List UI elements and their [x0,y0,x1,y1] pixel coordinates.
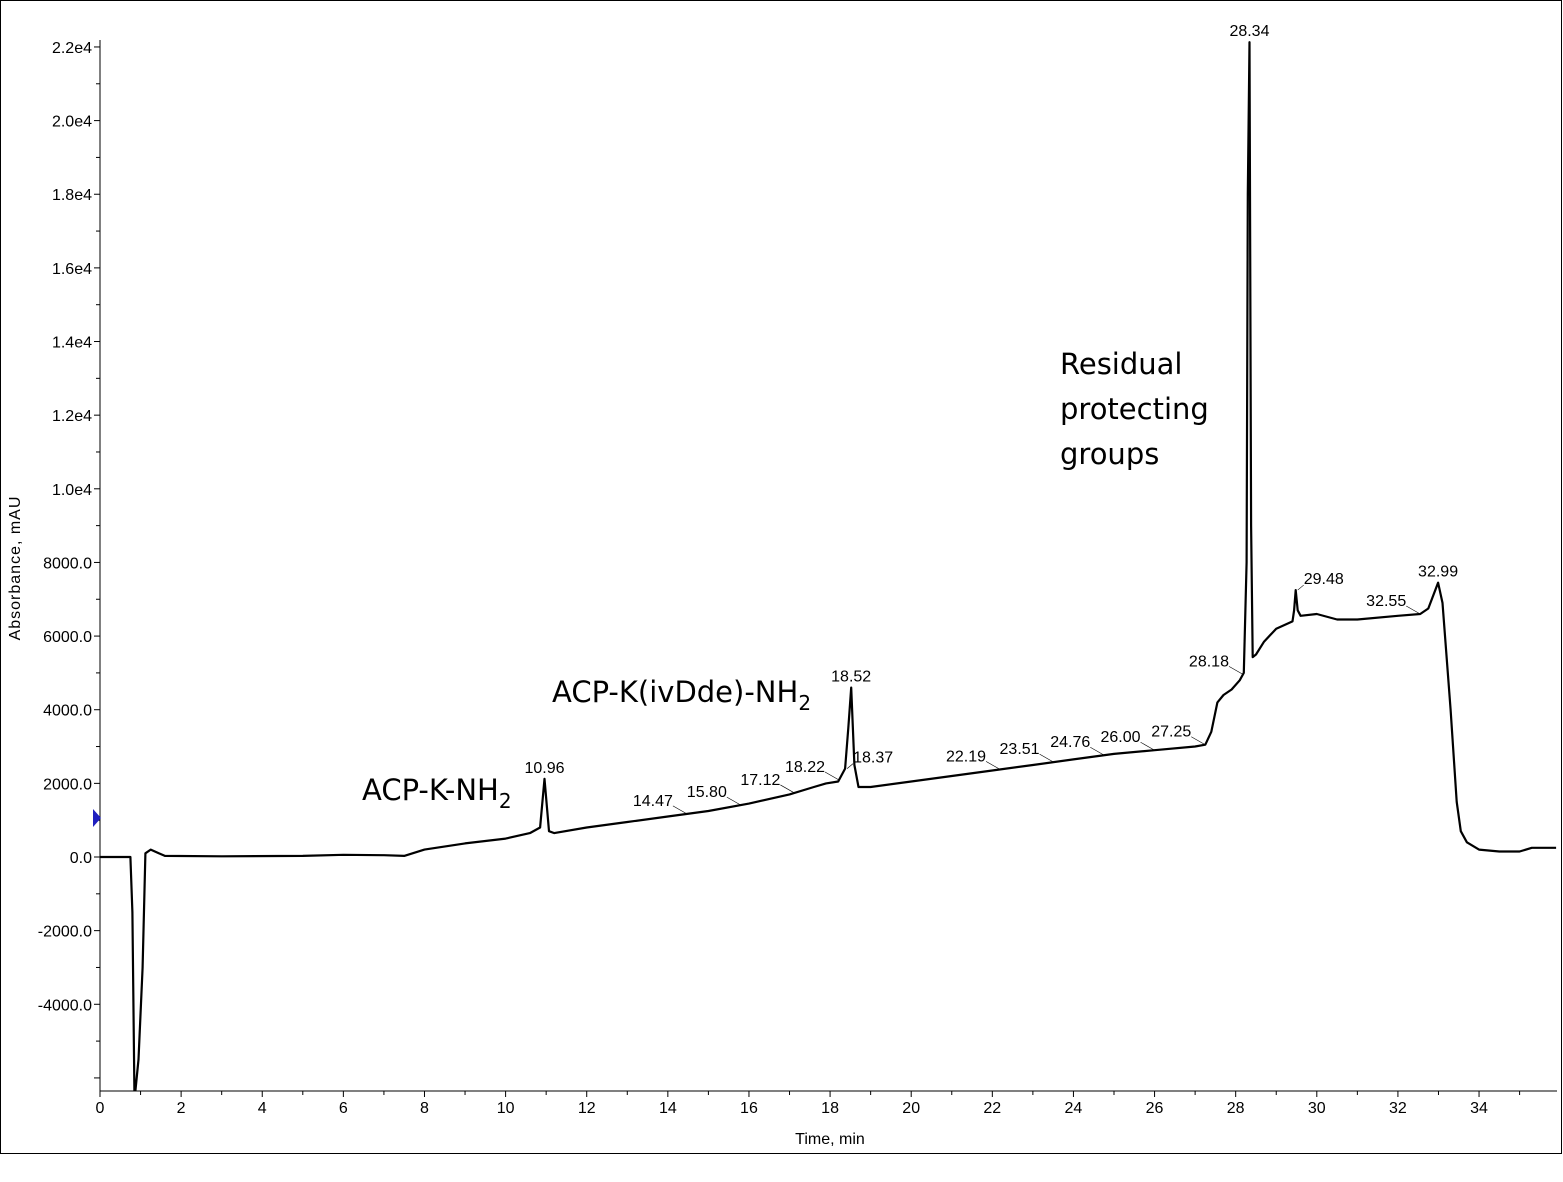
peak-label-leader [824,771,840,781]
peak-label-leader [846,763,854,769]
peak-label: 18.37 [853,750,893,767]
peak-label: 32.55 [1366,593,1406,610]
annotation-acp-k-nh2: ACP-K-NH2 [362,773,512,813]
peak-label-leader [1090,746,1105,756]
x-tick-label: 16 [740,1100,758,1117]
frame-border [0,0,1562,1154]
peak-label-leader [1191,736,1206,745]
y-tick-label: 1.4e4 [52,335,92,352]
y-tick-label: 4000.0 [43,703,92,720]
y-tick-label: 1.6e4 [52,261,92,278]
peak-label-leader [1140,741,1155,751]
peak-label: 15.80 [687,784,727,801]
axes: -4000.0 -2000.0 0.0 2000.0 4000.0 6000.0 8000.… [38,40,1557,1117]
x-tick-label: 32 [1389,1100,1407,1117]
peak-label: 22.19 [946,748,986,765]
y-tick-label: 2000.0 [43,776,92,793]
peak-label: 26.00 [1101,729,1141,746]
x-tick-label: 10 [497,1100,515,1117]
x-tick-label: 26 [1146,1100,1164,1117]
y-tick-label: 0.0 [70,850,92,867]
peak-label: 18.52 [831,669,871,686]
annotation-residual-protecting-groups: Residual protecting groups [1060,347,1218,471]
peak-label: 10.96 [525,760,565,777]
peak-label: 28.18 [1189,653,1229,670]
peak-label: 29.48 [1304,571,1344,588]
y-tick-label: 6000.0 [43,629,92,646]
y-tick-label: 2.2e4 [52,40,92,57]
x-axis-title: Time, min [795,1131,865,1148]
peak-label: 23.51 [1000,741,1040,758]
peak-label-leader [985,761,1001,770]
peak-label-leader [780,784,795,794]
x-tick-label: 4 [258,1100,267,1117]
peak-label: 32.99 [1418,564,1458,581]
peak-label: 17.12 [740,772,780,789]
x-tick-label: 28 [1227,1100,1245,1117]
x-tick-label: 20 [902,1100,920,1117]
x-tick-label: 6 [339,1100,348,1117]
baseline-marker-icon [93,809,101,827]
peak-label: 18.22 [785,759,825,776]
x-tick-label: 8 [420,1100,429,1117]
y-tick-label: 8000.0 [43,555,92,572]
x-tick-label: 18 [821,1100,839,1117]
peak-label-leader [726,796,741,806]
y-tick-label: 1.0e4 [52,482,92,499]
annotation-acp-k-ivdde-nh2: ACP-K(ivDde)-NH2 [552,675,811,715]
y-tick-label: 1.2e4 [52,408,92,425]
y-tick-label: 2.0e4 [52,114,92,131]
peak-label-leader [1297,584,1304,591]
chromatogram-trace [100,41,1557,1091]
x-tick-label: 0 [96,1100,105,1117]
x-tick-label: 30 [1308,1100,1326,1117]
y-tick-label: -2000.0 [38,924,92,941]
y-axis-title: Absorbance, mAU [7,496,24,641]
y-tick-label: -4000.0 [38,997,92,1014]
x-tick-label: 2 [177,1100,186,1117]
x-tick-label: 14 [659,1100,677,1117]
peak-label-leader [672,805,688,815]
trace-group [100,41,1557,1091]
peak-label: 28.34 [1229,23,1269,40]
x-tick-label: 34 [1470,1100,1488,1117]
peak-label: 14.47 [633,793,673,810]
x-tick-label: 22 [983,1100,1001,1117]
peak-label-leader [1228,666,1244,675]
x-tick-label: 12 [578,1100,596,1117]
peak-label: 24.76 [1050,734,1090,751]
y-tick-label: 1.8e4 [52,187,92,204]
peak-labels: 10.96 14.47 15.80 17.12 18.22 18.37 18.52 22.19… [525,23,1458,815]
peak-label-leader [1039,753,1054,763]
peak-label-leader [1406,605,1421,615]
peak-label: 27.25 [1151,724,1191,741]
x-tick-label: 24 [1065,1100,1083,1117]
